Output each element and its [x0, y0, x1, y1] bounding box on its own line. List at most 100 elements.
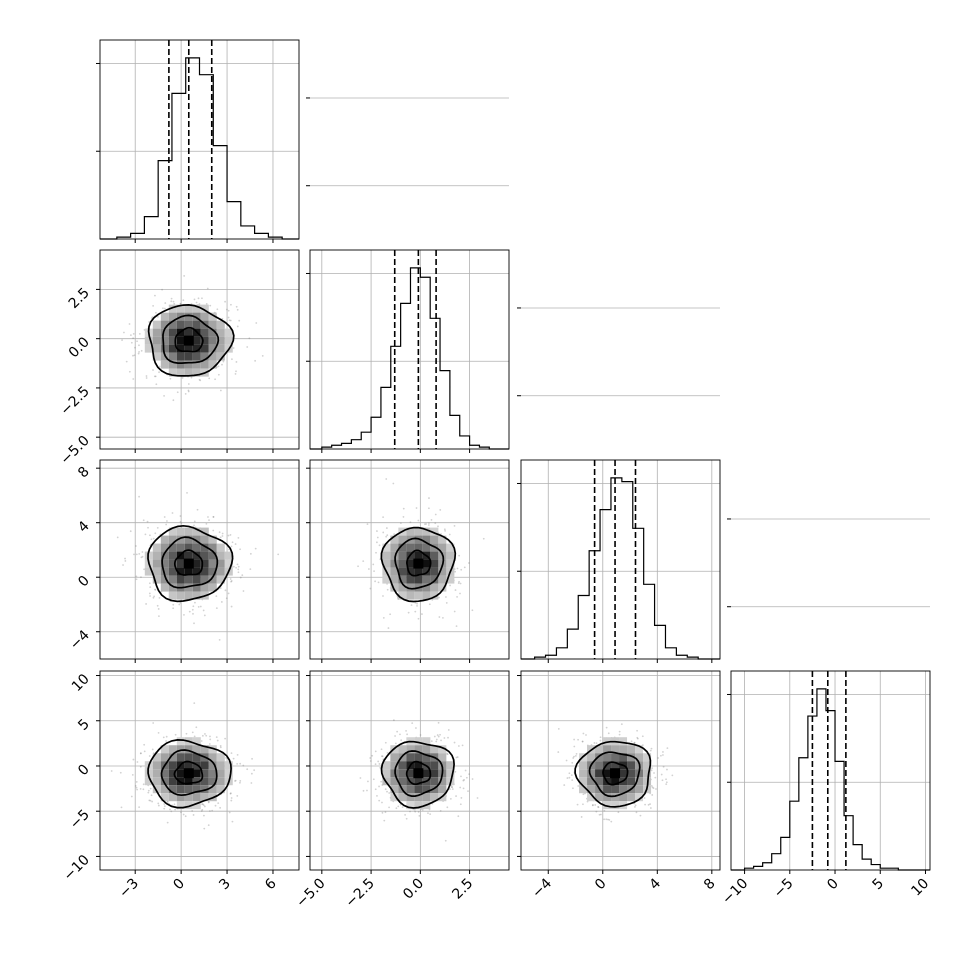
scatter-point	[610, 820, 613, 823]
density-cell	[176, 360, 185, 369]
y-tick-label: 4	[75, 518, 93, 536]
density-cell	[192, 793, 201, 802]
density-cell	[422, 575, 431, 584]
scatter-point	[459, 592, 461, 595]
scatter-point	[651, 767, 653, 770]
y-tick-label: −5.0	[57, 433, 92, 468]
scatter-point	[451, 786, 453, 789]
scatter-point	[224, 589, 227, 592]
scatter-point	[651, 786, 654, 789]
scatter-point	[444, 839, 447, 842]
density-cell	[184, 344, 193, 353]
scatter-point	[456, 756, 459, 758]
density-cell	[611, 761, 620, 770]
scatter-point	[407, 611, 410, 614]
density-cell	[160, 328, 169, 337]
density-cell	[390, 777, 399, 786]
scatter-point	[152, 537, 155, 540]
density-cell	[200, 535, 209, 544]
scatter-point	[641, 735, 644, 738]
scatter-point	[454, 770, 457, 773]
scatter-point	[230, 797, 233, 799]
scatter-point	[146, 520, 149, 523]
density-cell	[422, 567, 431, 576]
scatter-point	[174, 808, 177, 811]
density-cell	[398, 769, 407, 778]
scatter-point	[172, 607, 175, 610]
scatter-point	[239, 548, 241, 551]
density-cell	[595, 769, 604, 778]
scatter-point	[409, 810, 411, 813]
scatter-point	[200, 810, 203, 812]
scatter-point	[386, 752, 389, 754]
scatter-point	[162, 736, 165, 739]
scatter-point	[131, 773, 134, 776]
scatter-point	[208, 810, 211, 812]
scatter-point	[235, 566, 238, 569]
scatter-point	[191, 810, 194, 812]
scatter-point	[212, 516, 215, 518]
scatter-point	[219, 806, 222, 809]
density-cell	[430, 583, 439, 592]
scatter-point	[138, 333, 141, 335]
x-tick-label: 3	[216, 876, 234, 894]
scatter-point	[416, 602, 418, 605]
scatter-point	[209, 304, 212, 307]
scatter-point	[399, 522, 402, 525]
density-cell	[406, 769, 415, 778]
density-cell	[160, 567, 169, 576]
scatter-point	[371, 754, 374, 757]
density-cell	[160, 312, 169, 321]
scatter-point	[605, 818, 608, 821]
scatter-point	[250, 772, 253, 775]
histogram-step	[310, 267, 509, 450]
scatter-point	[221, 363, 223, 366]
density-cell	[192, 535, 201, 544]
density-cell	[184, 801, 193, 810]
density-peak	[413, 558, 424, 569]
scatter-point	[161, 288, 164, 291]
scatter-point	[179, 302, 182, 305]
scatter-point	[162, 307, 164, 310]
scatter-point	[384, 788, 387, 791]
scatter-point	[124, 557, 126, 560]
x-tick-label: 10	[908, 876, 932, 900]
density-cell	[216, 543, 225, 552]
scatter-point	[232, 565, 235, 568]
scatter-point	[209, 735, 211, 738]
density-cell	[176, 753, 185, 762]
density-cell	[192, 336, 201, 345]
density-cell	[438, 785, 447, 794]
scatter-point	[389, 613, 392, 616]
scatter-point	[136, 761, 139, 763]
scatter-point	[229, 792, 232, 795]
scatter-point	[206, 287, 209, 290]
scatter-point	[201, 734, 204, 737]
density-cell	[643, 769, 652, 778]
scatter-point	[235, 361, 238, 363]
scatter-point	[142, 519, 145, 522]
histogram-panel: −10 −5 0 5 10	[719, 518, 932, 908]
scatter-point	[139, 765, 142, 768]
density-cell	[382, 761, 391, 770]
scatter-point	[242, 764, 245, 767]
density-cell	[414, 551, 423, 560]
scatter-point	[367, 568, 370, 570]
scatter-point	[435, 738, 438, 741]
density-cell	[184, 527, 193, 536]
density-cell	[430, 575, 439, 584]
density-cell	[579, 769, 588, 778]
scatter-point	[636, 737, 639, 740]
scatter-point	[416, 604, 418, 607]
scatter-point	[173, 803, 176, 806]
scatter-point	[649, 803, 651, 805]
density-cell	[422, 769, 431, 778]
scatter-point	[415, 727, 417, 729]
density-cell	[176, 793, 185, 802]
density-cell	[390, 543, 399, 552]
density-cell	[390, 583, 399, 592]
density-cell	[208, 352, 217, 361]
density-cell	[398, 567, 407, 576]
scatter-point	[215, 595, 218, 598]
density-cell	[160, 559, 169, 568]
